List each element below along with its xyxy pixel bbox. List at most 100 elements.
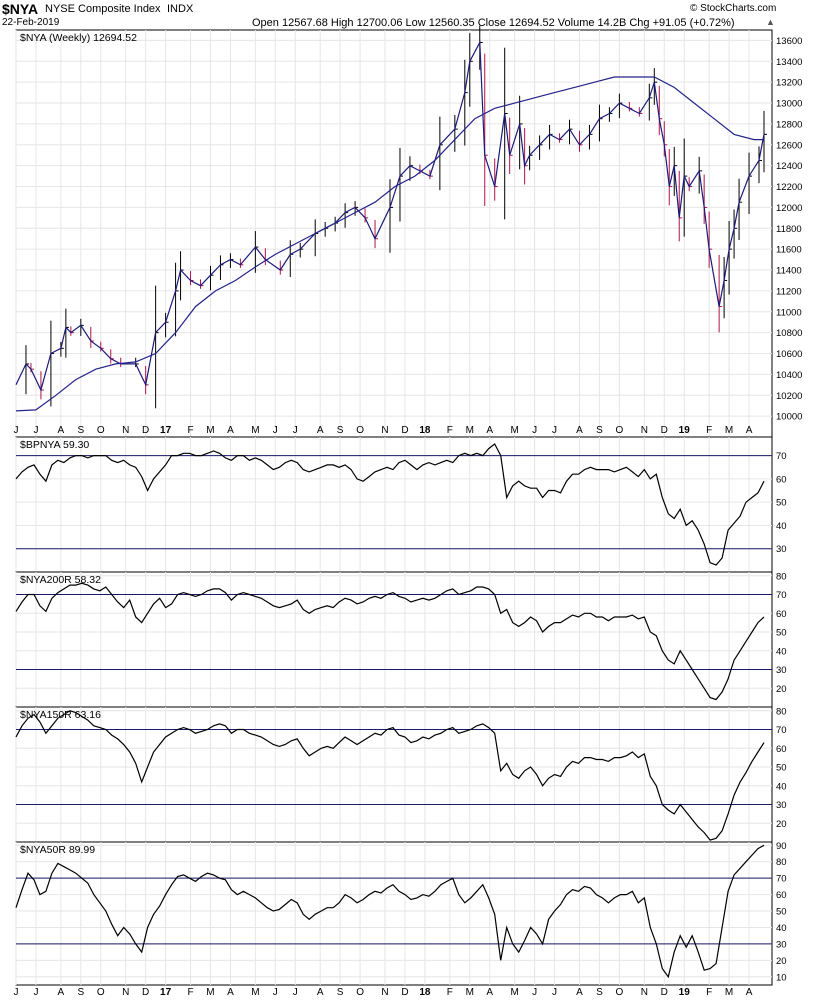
exchange: INDX	[167, 3, 194, 15]
month-label: O	[97, 425, 105, 436]
y-tick-label: 40	[776, 521, 787, 532]
month-label: D	[142, 425, 149, 436]
month-label: J	[293, 425, 298, 436]
month-label: A	[227, 425, 234, 436]
month-label: O	[356, 425, 364, 436]
price-panel-frame	[15, 29, 773, 438]
price-line	[15, 40, 765, 392]
y-tick-label: 12200	[776, 182, 802, 193]
month-label: 17	[160, 987, 172, 998]
date: 22-Feb-2019	[2, 17, 60, 28]
y-tick-label: 40	[776, 923, 787, 934]
y-tick-label: 13000	[776, 99, 802, 110]
y-tick-label: 11400	[776, 266, 802, 277]
y-tick-label: 60	[776, 744, 787, 755]
month-label: F	[187, 987, 193, 998]
month-label: 19	[679, 987, 691, 998]
month-label: A	[317, 425, 324, 436]
month-label: S	[77, 425, 84, 436]
y-tick-label: 10200	[776, 391, 802, 402]
y-tick-label: 10000	[776, 412, 802, 423]
y-tick-label: 50	[776, 907, 787, 918]
y-tick-label: 70	[776, 725, 787, 736]
y-tick-label: 50	[776, 498, 787, 509]
ohlc-readout: Open 12567.68 High 12700.06 Low 12560.35…	[252, 17, 735, 29]
month-label: M	[725, 425, 733, 436]
y-tick-label: 40	[776, 781, 787, 792]
y-tick-label: 13400	[776, 57, 802, 68]
month-label: A	[576, 987, 583, 998]
osc4-line	[15, 844, 765, 979]
y-tick-label: 20	[776, 819, 787, 830]
month-label: D	[401, 987, 408, 998]
y-tick-label: 10400	[776, 370, 802, 381]
symbol: $NYA	[2, 1, 39, 17]
month-label: A	[746, 425, 753, 436]
month-label: J	[532, 425, 537, 436]
month-label: N	[381, 987, 388, 998]
month-label: S	[596, 987, 603, 998]
month-label: M	[510, 987, 518, 998]
y-tick-label: 10	[776, 972, 787, 983]
month-label: S	[77, 987, 84, 998]
y-tick-label: 60	[776, 609, 787, 620]
osc3-panel-frame	[15, 706, 773, 843]
month-label: A	[58, 987, 65, 998]
y-tick-label: 80	[776, 857, 787, 868]
y-tick-label: 12000	[776, 203, 802, 214]
y-tick-label: 11600	[776, 245, 802, 256]
y-tick-label: 50	[776, 628, 787, 639]
osc4-panel-frame	[15, 841, 773, 986]
month-label: 18	[419, 987, 431, 998]
osc1-panel-frame	[15, 436, 773, 573]
y-tick-label: 80	[776, 706, 787, 717]
y-tick-label: 12600	[776, 140, 802, 151]
osc1-line	[15, 443, 765, 566]
month-label: M	[466, 425, 474, 436]
credit: © StockCharts.com	[690, 3, 777, 14]
y-tick-label: 70	[776, 590, 787, 601]
price-label: $NYA (Weekly) 12694.52	[20, 32, 137, 44]
month-label: A	[227, 987, 234, 998]
month-label: F	[706, 987, 712, 998]
y-tick-label: 50	[776, 763, 787, 774]
y-tick-label: 10800	[776, 328, 802, 339]
y-tick-label: 40	[776, 646, 787, 657]
month-label: D	[661, 425, 668, 436]
month-label: M	[725, 987, 733, 998]
chart-header: $NYA NYSE Composite Index INDX 22-Feb-20…	[0, 0, 820, 30]
month-label: O	[615, 425, 623, 436]
y-tick-label: 30	[776, 800, 787, 811]
y-tick-label: 12400	[776, 161, 802, 172]
month-label: J	[33, 425, 38, 436]
month-label: M	[251, 425, 259, 436]
up-arrow-icon[interactable]: ▲	[766, 17, 775, 27]
moving-average-line	[15, 76, 764, 412]
y-tick-label: 12800	[776, 119, 802, 130]
month-label: S	[596, 425, 603, 436]
osc1-label: $BPNYA 59.30	[20, 439, 89, 451]
y-tick-label: 13600	[776, 36, 802, 47]
month-label: J	[273, 425, 278, 436]
osc2-label: $NYA200R 58.32	[20, 574, 101, 586]
month-label: 19	[679, 425, 691, 436]
month-label: S	[337, 425, 344, 436]
month-label: N	[641, 425, 648, 436]
month-label: 17	[160, 425, 172, 436]
month-label: F	[447, 425, 453, 436]
y-tick-label: 70	[776, 874, 787, 885]
month-label: F	[447, 987, 453, 998]
month-label: N	[122, 425, 129, 436]
month-label: M	[206, 425, 214, 436]
month-label: A	[486, 425, 493, 436]
month-label: J	[552, 987, 557, 998]
month-label: M	[510, 425, 518, 436]
osc3-label: $NYA150R 63.16	[20, 709, 101, 721]
y-tick-label: 13200	[776, 78, 802, 89]
y-tick-label: 11000	[776, 307, 802, 318]
y-tick-label: 70	[776, 451, 787, 462]
month-label: J	[532, 987, 537, 998]
month-label: D	[661, 987, 668, 998]
month-label: F	[706, 425, 712, 436]
